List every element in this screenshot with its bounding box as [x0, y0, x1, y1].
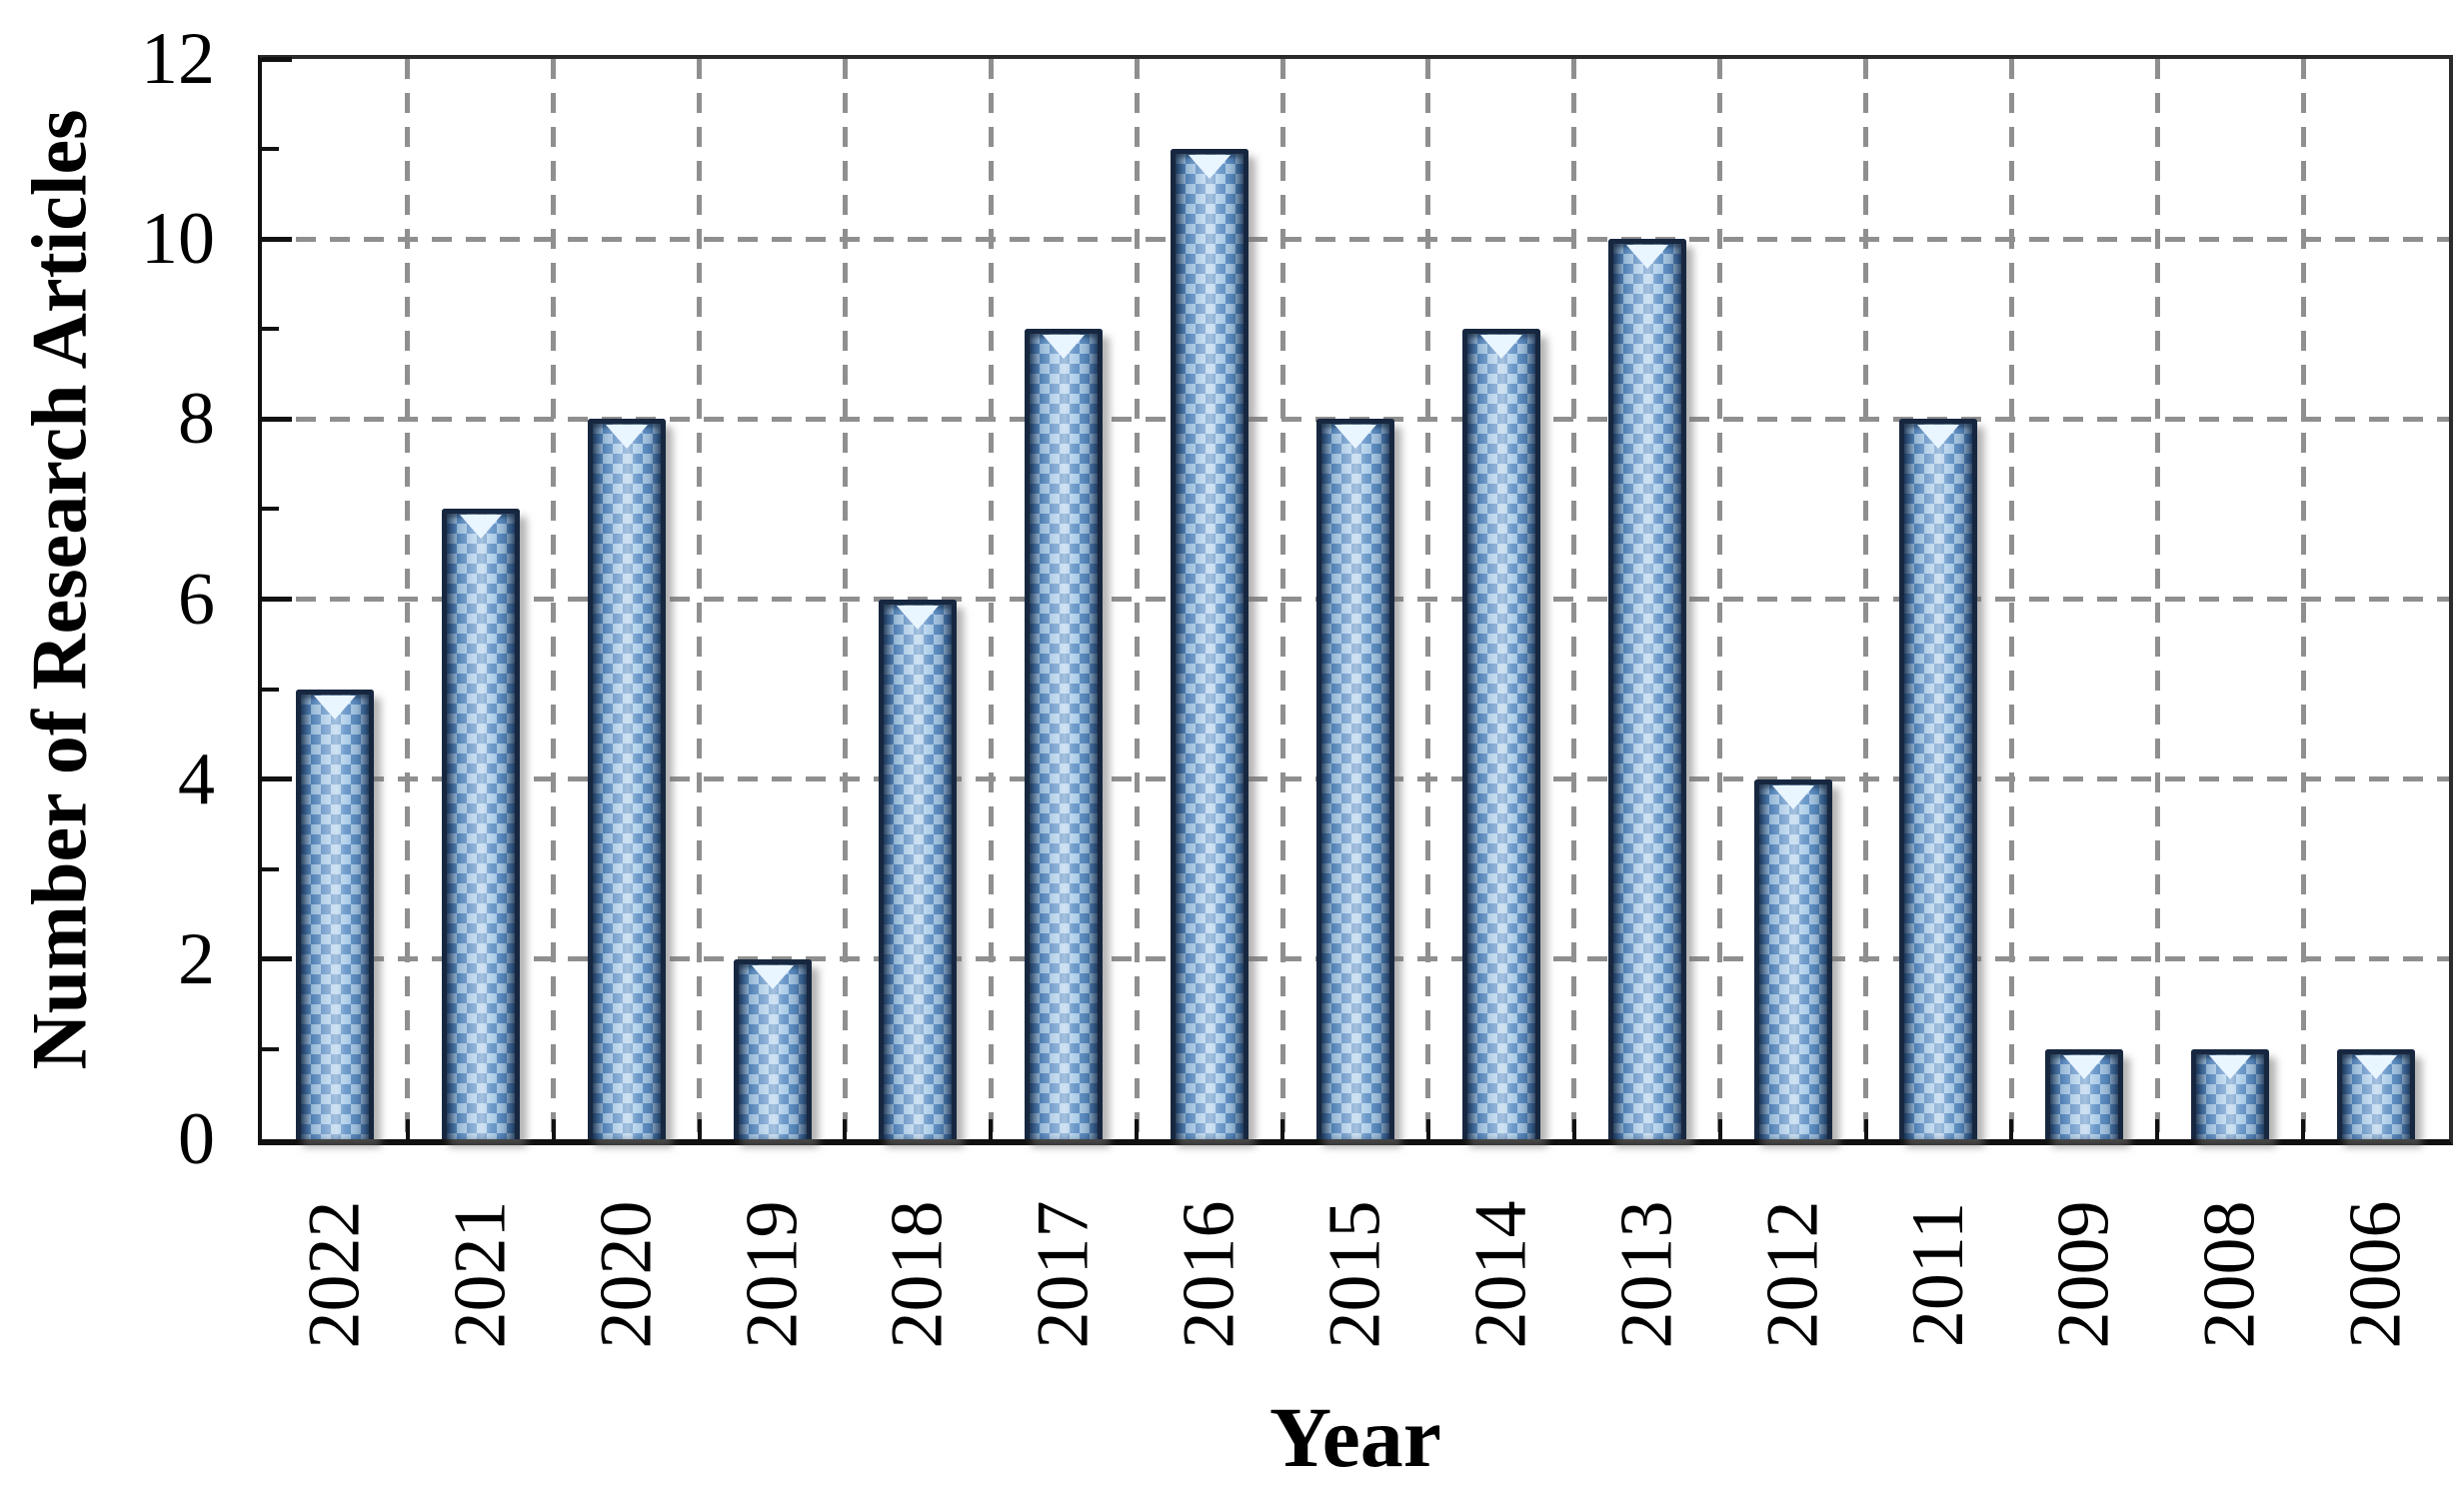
bar-2015	[1316, 419, 1394, 1139]
bar-2012	[1753, 778, 1832, 1139]
y-minor-tick-11	[262, 147, 279, 152]
x-axis-title: Year	[1269, 1389, 1441, 1485]
y-tick-label-4: 4	[178, 738, 215, 820]
y-major-tick-6	[262, 597, 292, 602]
x-boundary-tick	[1425, 1119, 1430, 1139]
y-tick-label-8: 8	[178, 378, 215, 461]
v-gridline	[551, 59, 557, 1139]
y-minor-tick-3	[262, 866, 279, 871]
y-major-tick-2	[262, 956, 292, 962]
x-boundary-tick	[1571, 1119, 1576, 1139]
y-major-tick-4	[262, 776, 292, 782]
v-gridline	[2154, 59, 2160, 1139]
bar-2009	[2045, 1048, 2124, 1139]
x-boundary-tick	[551, 1119, 556, 1139]
y-tick-label-0: 0	[178, 1098, 215, 1180]
bar-2006	[2337, 1048, 2416, 1139]
x-tick-label-2006: 2006	[2266, 1162, 2464, 1386]
x-boundary-tick	[1863, 1119, 1868, 1139]
x-tick-label-text: 2011	[1896, 1201, 1979, 1347]
x-boundary-tick	[1280, 1119, 1285, 1139]
x-tick-label-text: 2014	[1459, 1200, 1542, 1348]
x-boundary-tick	[405, 1119, 410, 1139]
x-boundary-tick	[2301, 1119, 2306, 1139]
y-major-tick-10	[262, 236, 292, 242]
y-minor-tick-1	[262, 1046, 279, 1051]
x-boundary-tick	[1135, 1119, 1140, 1139]
v-gridline	[2008, 59, 2014, 1139]
bar-2017	[1025, 329, 1104, 1139]
y-minor-tick-5	[262, 687, 279, 692]
x-tick-label-text: 2009	[2042, 1200, 2125, 1348]
bar-2020	[587, 419, 666, 1139]
x-tick-label-text: 2021	[439, 1200, 522, 1348]
x-boundary-tick	[989, 1119, 994, 1139]
bar-2021	[441, 509, 520, 1139]
y-major-tick-8	[262, 416, 292, 422]
x-tick-label-text: 2012	[1751, 1200, 1834, 1348]
v-gridline	[697, 59, 703, 1139]
x-tick-label-text: 2017	[1022, 1200, 1105, 1348]
plot-area	[258, 55, 2453, 1145]
y-minor-tick-9	[262, 327, 279, 332]
v-gridline	[1279, 59, 1285, 1139]
x-boundary-tick	[2009, 1119, 2014, 1139]
y-tick-label-12: 12	[141, 18, 215, 100]
x-tick-label-text: 2016	[1168, 1200, 1250, 1348]
x-tick-label-text: 2008	[2188, 1200, 2271, 1348]
x-boundary-tick	[1717, 1119, 1722, 1139]
bar-2013	[1607, 239, 1686, 1139]
v-gridline	[405, 59, 411, 1139]
v-gridline	[1571, 59, 1577, 1139]
v-gridline	[988, 59, 994, 1139]
y-tick-label-2: 2	[178, 917, 215, 1000]
x-boundary-tick	[2155, 1119, 2160, 1139]
h-gridline-10	[262, 236, 2449, 242]
x-boundary-tick	[843, 1119, 848, 1139]
y-minor-tick-7	[262, 507, 279, 512]
x-tick-label-text: 2020	[585, 1200, 668, 1348]
bar-2008	[2191, 1048, 2270, 1139]
v-gridline	[1863, 59, 1869, 1139]
y-major-tick-12	[262, 56, 292, 62]
v-gridline	[842, 59, 848, 1139]
v-gridline	[2300, 59, 2306, 1139]
x-tick-label-text: 2015	[1313, 1200, 1396, 1348]
y-tick-label-6: 6	[178, 558, 215, 641]
x-boundary-tick	[697, 1119, 702, 1139]
y-tick-label-10: 10	[141, 198, 215, 281]
bar-2018	[879, 599, 958, 1139]
x-tick-label-text: 2006	[2334, 1200, 2417, 1348]
v-gridline	[1717, 59, 1723, 1139]
x-tick-label-text: 2022	[293, 1200, 376, 1348]
bar-2022	[295, 689, 374, 1139]
x-tick-label-text: 2019	[731, 1200, 814, 1348]
bar-2014	[1461, 329, 1540, 1139]
bar-2011	[1899, 419, 1978, 1139]
x-tick-label-text: 2018	[876, 1200, 959, 1348]
bar-2019	[733, 958, 812, 1139]
x-tick-label-text: 2013	[1605, 1200, 1688, 1348]
bar-2016	[1171, 149, 1249, 1139]
v-gridline	[1425, 59, 1431, 1139]
v-gridline	[1134, 59, 1140, 1139]
